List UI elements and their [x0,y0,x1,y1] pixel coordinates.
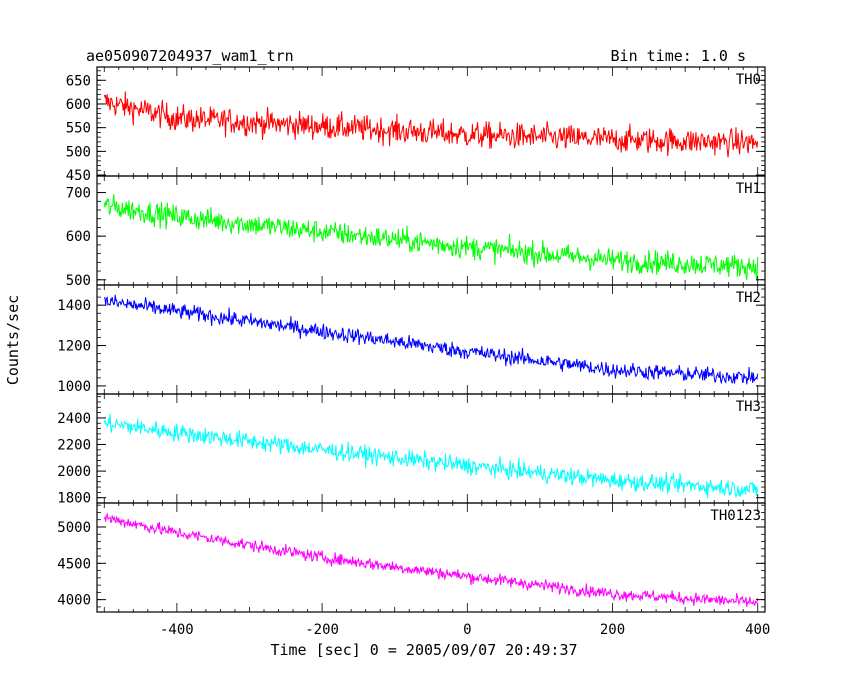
y-tick-label: 600 [66,97,91,113]
x-axis-label: Time [sec] 0 = 2005/09/07 20:49:37 [270,641,577,659]
y-tick-label: 2200 [57,438,91,454]
chart-title: ae050907204937_wam1_trn [86,47,294,65]
panel-frame [96,502,766,613]
y-tick-label: 450 [66,168,91,184]
y-tick-label: 4500 [57,556,91,572]
x-tick-label: -400 [160,622,194,638]
panel-frame [96,175,766,286]
y-tick-label: 1400 [57,298,91,314]
panels: 450 500 550 600 650 TH0 500 600 700 TH1 1000 1200 14… [57,66,766,613]
y-axis-label: Counts/sec [4,295,22,385]
panel-frame [96,284,766,395]
y-tick-label: 5000 [57,520,91,536]
panel-label: TH0 [736,72,761,88]
panel-th2: 1000 1200 1400 TH2 [57,284,766,395]
y-tick-label: 2000 [57,464,91,480]
panel-frame [96,393,766,504]
panel-th0123: 4000 4500 5000 TH0123 [57,502,766,613]
series-line-th2 [103,294,759,385]
series-line-th1 [103,194,759,281]
x-tick-label: 200 [600,622,625,638]
y-tick-label: 1800 [57,491,91,507]
bin-time-label: Bin time: 1.0 s [611,47,746,65]
panel-th0: 450 500 550 600 650 TH0 [66,66,766,184]
panel-th3: 1800 2000 2200 2400 TH3 [57,393,766,507]
y-tick-label: 1000 [57,379,91,395]
x-axis: -400 -200 0 200 400 [160,622,770,638]
y-tick-label: 2400 [57,411,91,427]
x-tick-label: -200 [305,622,339,638]
y-tick-label: 500 [66,273,91,289]
series-line-th0 [103,91,759,158]
y-tick-label: 550 [66,121,91,137]
y-tick-label: 500 [66,144,91,160]
y-tick-label: 1200 [57,339,91,355]
panel-label: TH2 [736,290,761,306]
series-line-th0123 [103,512,759,608]
y-tick-label: 650 [66,73,91,89]
y-tick-label: 600 [66,229,91,245]
x-tick-label: 400 [745,622,770,638]
panel-label: TH1 [736,181,761,197]
panel-label: TH0123 [710,508,761,524]
panel-th1: 500 600 700 TH1 [66,175,766,289]
y-tick-label: 4000 [57,593,91,609]
panel-label: TH3 [736,399,761,415]
series-line-th3 [103,413,759,499]
x-tick-label: 0 [463,622,471,638]
y-tick-label: 700 [66,186,91,202]
